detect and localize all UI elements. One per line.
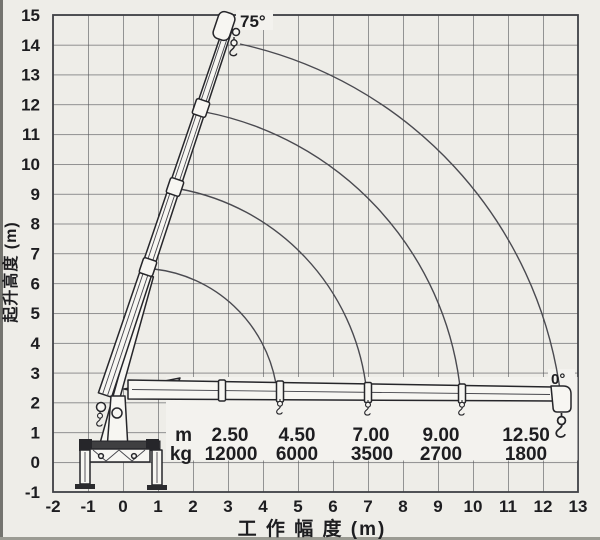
boom-section-joint xyxy=(191,97,211,119)
y-tick-label: 13 xyxy=(21,66,40,85)
boom-max-angle-label: 75° xyxy=(240,12,266,31)
y-tick-label: -1 xyxy=(25,483,40,502)
boom-section-joint xyxy=(138,256,158,278)
load-table: m kg 2.50 4.50 7.00 9.00 12.50 12000 600… xyxy=(170,425,550,465)
boom-head-sheave xyxy=(231,27,241,37)
y-tick-label: 6 xyxy=(31,274,40,293)
y-tick-label: 11 xyxy=(22,125,40,144)
boom-section-joint xyxy=(165,176,185,198)
load-value: 3500 xyxy=(351,444,393,465)
y-axis-title: 起升高度 (m) xyxy=(1,221,20,323)
y-tick-label: 9 xyxy=(31,185,40,204)
radius-row-label: m xyxy=(175,425,192,446)
y-tick-label: 14 xyxy=(21,36,40,55)
x-tick-label: 0 xyxy=(118,497,127,516)
radius-value: 9.00 xyxy=(423,425,460,446)
y-tick-label: 10 xyxy=(21,155,40,174)
envelope-arc-7m xyxy=(179,188,367,387)
outrigger-foot xyxy=(75,484,95,489)
outrigger-beam-cap xyxy=(146,439,159,451)
working-envelope-arcs xyxy=(153,43,561,391)
x-tick-label: -1 xyxy=(80,497,95,516)
root-sheave xyxy=(95,401,107,413)
y-axis-ticks: 15 14 13 12 11 10 9 8 7 6 5 4 3 2 1 0 -1 xyxy=(21,6,40,502)
y-tick-label: 15 xyxy=(21,6,40,25)
x-tick-label: 3 xyxy=(223,497,232,516)
boom-tip-head xyxy=(550,385,572,413)
x-tick-label: 7 xyxy=(363,497,372,516)
load-value: 12000 xyxy=(205,444,258,465)
load-value: 1800 xyxy=(505,444,547,465)
boom-section-joint xyxy=(217,379,227,402)
x-tick-label: 2 xyxy=(188,497,197,516)
radius-value: 4.50 xyxy=(279,425,316,446)
boom-head xyxy=(212,10,236,42)
x-tick-label: 12 xyxy=(534,497,553,516)
scan-edge-left xyxy=(0,0,3,540)
load-value: 6000 xyxy=(276,444,318,465)
y-tick-label: 5 xyxy=(31,304,40,323)
base-frame xyxy=(87,448,151,463)
x-tick-label: 11 xyxy=(499,497,517,516)
truck-base xyxy=(75,439,167,490)
envelope-arc-9m xyxy=(204,111,461,388)
radius-value: 12.50 xyxy=(502,425,550,446)
boom-section-joint xyxy=(363,381,373,404)
crane-outline xyxy=(75,10,572,490)
x-tick-label: 5 xyxy=(293,497,302,516)
boom-pivot-pin xyxy=(111,407,123,419)
x-axis-ticks: -2 -1 0 1 2 3 4 5 6 7 8 9 10 11 12 13 xyxy=(45,497,587,516)
boom-min-angle-label: 0° xyxy=(551,371,565,388)
y-tick-label: 3 xyxy=(31,364,40,383)
x-tick-label: 4 xyxy=(258,497,268,516)
boom-section-joint xyxy=(275,380,285,403)
x-tick-label: 6 xyxy=(328,497,337,516)
x-tick-label: 13 xyxy=(569,497,588,516)
x-tick-label: -2 xyxy=(45,497,60,516)
outrigger-foot xyxy=(147,485,167,490)
x-tick-label: 9 xyxy=(433,497,442,516)
load-row-label: kg xyxy=(170,444,192,465)
y-tick-label: 12 xyxy=(21,95,40,114)
scan-edge-bottom xyxy=(0,537,600,540)
envelope-arc-4.5m xyxy=(153,268,277,385)
angle-75-backing xyxy=(236,10,273,30)
x-tick-label: 8 xyxy=(398,497,407,516)
y-tick-label: 1 xyxy=(31,423,40,442)
load-value: 2700 xyxy=(420,444,462,465)
x-axis-title: 工 作 幅 度 (m) xyxy=(238,517,387,540)
y-tick-label: 0 xyxy=(31,453,40,472)
x-tick-label: 10 xyxy=(464,497,483,516)
x-tick-label: 1 xyxy=(153,497,162,516)
y-tick-label: 4 xyxy=(31,334,41,353)
envelope-arc-12.5m xyxy=(239,43,561,391)
radius-value: 7.00 xyxy=(353,425,390,446)
y-tick-label: 2 xyxy=(31,394,40,413)
angle-0-backing xyxy=(548,369,575,386)
y-tick-label: 8 xyxy=(31,215,40,234)
y-tick-label: 7 xyxy=(31,245,40,264)
radius-value: 2.50 xyxy=(212,425,249,446)
outrigger-beam-cap xyxy=(79,439,92,451)
